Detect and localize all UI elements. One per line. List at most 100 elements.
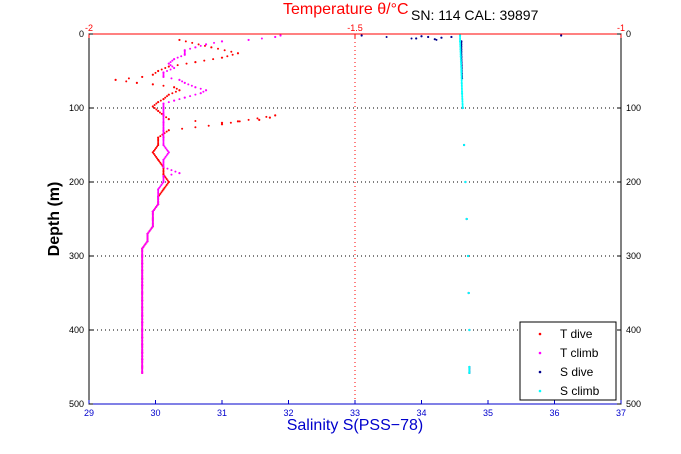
- point-t-climb: [162, 180, 165, 184]
- point-t-dive: [258, 118, 261, 121]
- point-t-climb: [141, 314, 144, 317]
- point-t-climb: [147, 231, 150, 234]
- point-t-climb: [279, 34, 282, 37]
- point-t-climb: [141, 339, 144, 342]
- point-s-climb: [459, 58, 462, 61]
- point-t-climb: [141, 280, 144, 283]
- depth-tick-label-left-200: 200: [69, 177, 84, 187]
- point-t-climb: [141, 271, 144, 274]
- point-t-climb: [162, 179, 165, 182]
- point-t-dive: [184, 40, 187, 43]
- temperature-tick-label--1.5: -1.5: [347, 23, 363, 33]
- point-t-dive: [171, 92, 174, 95]
- legend-label-t-dive: T dive: [560, 327, 593, 341]
- point-t-climb: [183, 52, 186, 55]
- point-t-climb: [141, 331, 144, 334]
- point-t-climb: [194, 93, 197, 96]
- point-t-climb: [151, 213, 154, 216]
- point-t-dive: [154, 71, 157, 74]
- point-t-dive: [114, 78, 117, 81]
- point-t-climb: [170, 173, 173, 176]
- point-t-climb: [141, 277, 144, 280]
- point-t-climb: [157, 197, 160, 200]
- point-t-climb: [162, 120, 165, 123]
- point-t-climb: [141, 370, 144, 373]
- point-t-climb: [141, 360, 144, 363]
- point-t-climb: [155, 206, 158, 209]
- point-s-climb: [464, 180, 467, 184]
- point-t-climb: [150, 226, 153, 229]
- point-t-climb: [162, 178, 165, 181]
- point-t-dive: [167, 129, 170, 132]
- point-t-climb: [141, 321, 144, 324]
- point-t-climb: [247, 38, 250, 42]
- point-t-dive: [162, 169, 165, 172]
- point-t-climb: [157, 203, 160, 206]
- salinity-tick-label-36: 36: [549, 408, 559, 418]
- point-t-climb: [157, 192, 160, 195]
- point-t-climb: [141, 363, 144, 366]
- point-t-climb: [157, 201, 160, 204]
- point-t-climb: [173, 66, 176, 70]
- point-t-climb: [141, 286, 144, 289]
- point-t-climb: [141, 303, 144, 306]
- point-t-dive: [141, 75, 144, 79]
- point-t-climb: [141, 284, 144, 287]
- point-t-dive: [153, 107, 156, 109]
- point-t-climb: [159, 185, 162, 188]
- point-t-climb: [163, 157, 166, 160]
- series-t-climb: [141, 34, 282, 375]
- point-t-climb: [166, 152, 169, 155]
- point-t-climb: [151, 222, 154, 225]
- point-s-climb: [459, 38, 462, 41]
- point-t-climb: [141, 262, 144, 265]
- point-s-climb: [459, 48, 462, 51]
- point-t-dive: [135, 81, 138, 84]
- point-t-dive: [161, 189, 164, 192]
- point-s-dive: [435, 38, 438, 41]
- point-s-climb: [460, 66, 463, 69]
- point-t-climb: [162, 121, 165, 124]
- point-s-climb: [460, 89, 463, 92]
- point-t-dive: [203, 59, 206, 62]
- point-t-climb: [141, 358, 144, 361]
- point-t-climb: [166, 149, 169, 152]
- point-t-dive: [166, 182, 169, 185]
- point-t-climb: [204, 89, 208, 92]
- point-t-dive: [220, 56, 224, 59]
- point-t-climb: [146, 238, 149, 241]
- point-t-dive: [166, 95, 169, 98]
- point-t-climb: [162, 109, 165, 112]
- point-s-climb: [461, 102, 464, 105]
- point-t-dive: [153, 148, 156, 151]
- point-t-climb: [187, 83, 190, 86]
- point-t-climb: [146, 240, 149, 243]
- point-t-dive: [155, 146, 158, 149]
- point-t-climb: [151, 210, 154, 213]
- point-t-dive: [156, 145, 159, 148]
- point-t-climb: [141, 330, 144, 333]
- point-t-climb: [146, 237, 149, 240]
- point-t-climb: [141, 367, 144, 370]
- point-t-climb: [141, 293, 144, 296]
- point-s-climb: [461, 93, 464, 96]
- point-s-climb: [468, 365, 471, 369]
- point-t-dive: [158, 160, 161, 163]
- point-s-climb: [459, 56, 462, 59]
- point-t-dive: [167, 93, 170, 96]
- point-t-dive: [152, 149, 155, 152]
- point-s-climb: [459, 53, 462, 56]
- point-t-climb: [141, 317, 144, 320]
- point-t-climb: [180, 55, 183, 58]
- point-s-climb: [460, 87, 463, 90]
- point-t-dive: [155, 108, 158, 111]
- point-t-dive: [151, 105, 154, 108]
- point-t-dive: [151, 83, 154, 86]
- point-t-climb: [151, 217, 154, 221]
- point-t-climb: [162, 115, 165, 118]
- point-t-climb: [141, 300, 144, 303]
- point-t-climb: [141, 250, 144, 253]
- temperature-tick-label--2: -2: [85, 23, 93, 33]
- point-t-climb: [141, 291, 144, 295]
- point-t-climb: [162, 75, 165, 79]
